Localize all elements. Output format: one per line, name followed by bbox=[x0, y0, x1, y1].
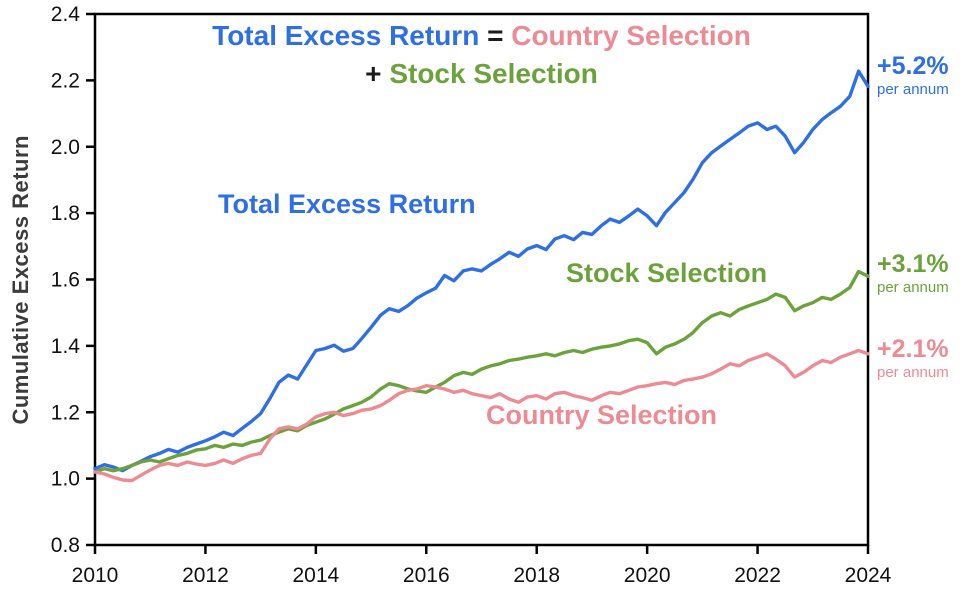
y-tick-label: 1.0 bbox=[51, 468, 80, 491]
annotation-stock-sub: per annum bbox=[877, 279, 949, 297]
title-country-selection: Country Selection bbox=[511, 20, 751, 51]
annotation-country-sub: per annum bbox=[877, 364, 949, 382]
annotation-total-value: +5.2% bbox=[877, 52, 949, 80]
series-label-stock-selection: Stock Selection bbox=[566, 258, 768, 288]
chart-title-line2: + Stock Selection bbox=[95, 58, 868, 90]
title-equals-sign: = bbox=[479, 20, 512, 51]
y-tick-label: 1.6 bbox=[51, 269, 80, 292]
y-axis-label: Cumulative Excess Return bbox=[8, 135, 33, 425]
x-tick-label: 2024 bbox=[845, 564, 892, 587]
x-tick-label: 2012 bbox=[182, 564, 229, 587]
x-tick-label: 2018 bbox=[513, 564, 560, 587]
y-tick-label: 1.8 bbox=[51, 202, 80, 225]
y-tick-label: 1.4 bbox=[51, 335, 81, 358]
title-plus-sign: + bbox=[365, 58, 390, 89]
title-total-excess-return: Total Excess Return bbox=[212, 20, 480, 51]
series-line-stock-selection bbox=[93, 269, 870, 474]
y-axis-label-wrap: Cumulative Excess Return bbox=[4, 0, 38, 560]
annotation-country-per-annum: +2.1% per annum bbox=[877, 336, 977, 381]
y-tick-label: 2.4 bbox=[51, 3, 81, 26]
chart-title-line1: Total Excess Return = Country Selection bbox=[95, 20, 868, 52]
annotation-total-per-annum: +5.2% per annum bbox=[877, 53, 977, 98]
annotation-total-sub: per annum bbox=[877, 81, 949, 99]
annotation-stock-per-annum: +3.1% per annum bbox=[877, 251, 977, 296]
annotation-country-value: +2.1% bbox=[877, 335, 949, 363]
x-tick-label: 2010 bbox=[72, 564, 119, 587]
series-label-total-excess-return: Total Excess Return bbox=[218, 189, 476, 219]
title-stock-selection: Stock Selection bbox=[389, 58, 598, 89]
x-tick-label: 2016 bbox=[403, 564, 450, 587]
x-tick-label: 2014 bbox=[292, 564, 339, 587]
y-tick-label: 2.0 bbox=[51, 136, 80, 159]
series-line-total-excess-return bbox=[93, 69, 870, 473]
series-line-country-selection bbox=[93, 348, 870, 483]
x-tick-label: 2022 bbox=[734, 564, 781, 587]
y-tick-label: 1.2 bbox=[51, 401, 80, 424]
series-label-country-selection: Country Selection bbox=[486, 400, 718, 430]
annotation-stock-value: +3.1% bbox=[877, 250, 949, 278]
x-tick-label: 2020 bbox=[624, 564, 671, 587]
y-tick-label: 0.8 bbox=[51, 534, 80, 557]
y-tick-label: 2.2 bbox=[51, 69, 80, 92]
